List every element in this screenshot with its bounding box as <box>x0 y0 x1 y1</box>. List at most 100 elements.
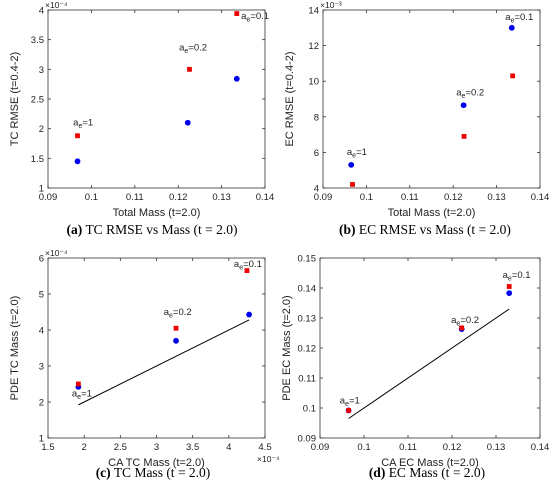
data-point-circle <box>506 290 513 296</box>
x-tick-label: 3 <box>154 442 159 453</box>
y-tick-label: 4 <box>314 184 319 195</box>
data-point-square <box>234 11 240 16</box>
data-point-square <box>459 325 465 331</box>
point-annotation: ae=0.1 <box>503 270 531 283</box>
y-tick-label: 0.12 <box>298 344 317 355</box>
data-point-square <box>346 408 351 413</box>
y-tick-label: 2 <box>39 398 44 409</box>
x-tick-label: 0.1 <box>85 192 98 203</box>
x-tick-label: 0.1 <box>357 442 370 453</box>
x-tick-label: 0.11 <box>399 442 417 453</box>
plot-area <box>47 257 266 439</box>
point-annotation: ae=0.1 <box>234 259 262 272</box>
data-point-square <box>244 268 250 273</box>
y-tick-label: 1 <box>39 184 44 195</box>
plot-area <box>322 9 541 189</box>
chart-panel-d: 0.09 0.1 0.11 0.12 0.13 0.14 0.09 0.1 0.11 0.12 0.… <box>281 254 549 481</box>
y-axis-label: PDE EC Mass (t=2.0) <box>281 295 293 400</box>
reference-line <box>78 319 250 406</box>
x-tick-label: 0.14 <box>531 192 550 203</box>
x-tick-label: 2.5 <box>114 442 127 453</box>
point-annotation: ae=0.2 <box>179 42 207 55</box>
x-tick-label: 0.12 <box>443 442 462 453</box>
y-axis-label: TC RMSE (t=0.4-2) <box>9 52 21 146</box>
data-point-circle <box>246 311 252 318</box>
y-tick-label: 3.5 <box>31 35 44 46</box>
point-annotation: ae=0.1 <box>505 12 533 25</box>
y-axis-label: PDE TC Mass (t=2.0) <box>9 296 21 401</box>
data-point-square <box>187 66 192 72</box>
reference-line <box>348 308 510 419</box>
x-tick-label: 0.12 <box>169 192 188 203</box>
point-annotation: ae=0.1 <box>241 11 269 24</box>
data-point-square <box>75 381 81 387</box>
data-point-square <box>75 133 80 139</box>
data-point-square <box>506 284 512 289</box>
x-tick-label: 0.1 <box>360 192 373 203</box>
x-tick-label: 2 <box>82 442 87 453</box>
y-tick-label: 3 <box>39 362 44 373</box>
y-tick-label: 0.11 <box>298 374 316 385</box>
plot-area <box>47 9 266 189</box>
data-point-circle <box>233 75 240 82</box>
y-tick-label: 1 <box>39 434 44 445</box>
point-annotation: ae=1 <box>72 389 92 402</box>
y-tick-label: 4 <box>39 6 44 17</box>
data-point-square <box>510 73 516 79</box>
data-point-circle <box>173 337 179 344</box>
y-tick-label: 0.1 <box>303 404 316 415</box>
x-tick-label: 0.13 <box>487 192 506 203</box>
y-tick-label: 1.5 <box>31 154 44 165</box>
x-tick-label: 0.09 <box>311 442 330 453</box>
data-point-circle <box>348 161 355 168</box>
point-annotation: ae=0.2 <box>164 307 192 320</box>
chart-panel-b: 0.09 0.1 0.11 0.12 0.13 0.14 4 6 8 10 12 14×10⁻³ Tot… <box>284 0 549 237</box>
y-tick-label: 3 <box>39 65 44 76</box>
x-tick-label: 4.5 <box>258 442 271 453</box>
y-exponent-label: ×10⁻⁴ <box>45 248 68 258</box>
y-tick-label: 0.13 <box>298 314 317 325</box>
data-point-circle <box>74 158 81 165</box>
chart-panel-a: 0.09 0.1 0.11 0.12 0.13 0.14 1 1.5 2 2.5 3 3.5 4×10⁻… <box>9 0 274 237</box>
x-tick-label: 0.14 <box>531 442 550 453</box>
x-axis-label: Total Mass (t=2.0) <box>388 207 476 219</box>
x-tick-label: 0.13 <box>487 442 506 453</box>
x-tick-label: 0.09 <box>314 192 333 203</box>
x-axis-label: CA EC Mass (t=2.0) <box>381 457 479 469</box>
y-exponent-label: ×10⁻³ <box>320 0 342 10</box>
y-tick-label: 12 <box>308 41 319 52</box>
x-tick-label: 1.5 <box>41 442 54 453</box>
y-tick-label: 0.09 <box>298 434 317 445</box>
point-annotation: ae=1 <box>347 147 367 160</box>
y-tick-label: 8 <box>314 112 319 123</box>
x-tick-label: 0.11 <box>401 192 419 203</box>
data-point-square <box>350 182 355 187</box>
y-tick-label: 2.5 <box>31 95 44 106</box>
y-tick-label: 10 <box>308 77 319 88</box>
y-tick-label: 0.14 <box>298 284 317 295</box>
x-exponent-label: ×10⁻⁴ <box>257 454 280 464</box>
x-tick-label: 0.09 <box>39 192 58 203</box>
x-tick-label: 0.14 <box>256 192 275 203</box>
figure-caption: (d) EC Mass (t = 2.0) <box>369 465 485 480</box>
x-axis-label: Total Mass (t=2.0) <box>113 207 201 219</box>
x-tick-label: 0.12 <box>444 192 463 203</box>
x-tick-label: 0.13 <box>212 192 231 203</box>
data-point-circle <box>508 24 515 31</box>
figure-caption: (b) EC RMSE vs Mass (t = 2.0) <box>339 222 511 237</box>
y-tick-label: 2 <box>39 124 44 135</box>
data-point-square <box>461 133 467 139</box>
y-axis-label: EC RMSE (t=0.4-2) <box>284 51 296 146</box>
y-tick-label: 4 <box>39 326 44 337</box>
figure-caption: (c) TC Mass (t = 2.0) <box>96 465 211 480</box>
y-tick-label: 6 <box>39 254 44 265</box>
figure-caption: (a) TC RMSE vs Mass (t = 2.0) <box>67 222 238 237</box>
data-point-circle <box>460 102 467 109</box>
x-tick-label: 4 <box>226 442 231 453</box>
point-annotation: ae=0.2 <box>456 87 484 100</box>
y-exponent-label: ×10⁻⁴ <box>45 0 68 10</box>
point-annotation: ae=1 <box>73 118 93 131</box>
data-point-square <box>173 325 179 331</box>
